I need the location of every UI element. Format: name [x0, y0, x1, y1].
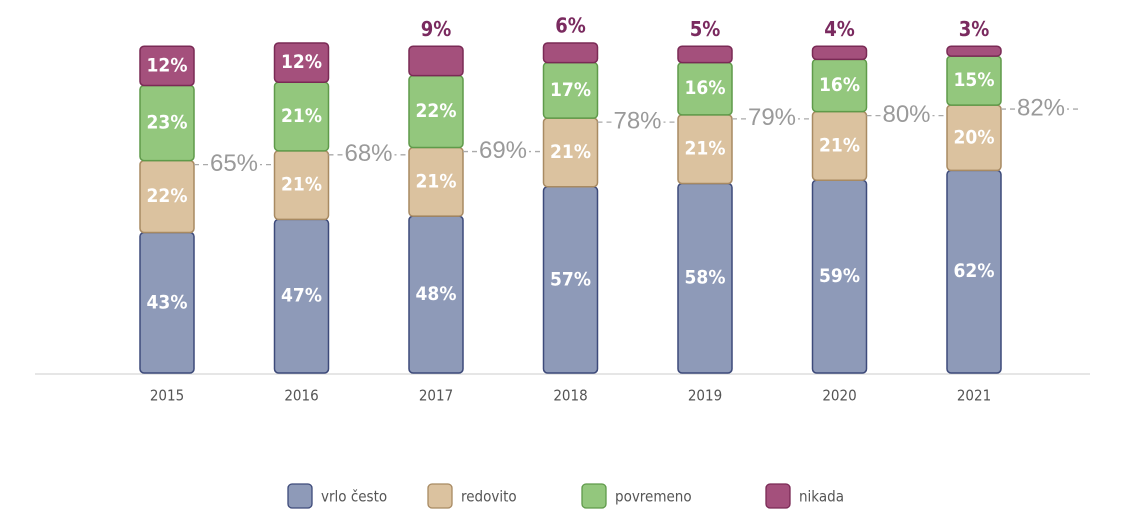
data-label: 57% [550, 268, 591, 290]
data-label: 22% [416, 100, 457, 122]
x-tick-label: 2018 [553, 387, 587, 405]
bar-segment [408, 45, 464, 77]
legend-swatch [427, 483, 453, 509]
annotation: 78% [613, 107, 661, 134]
legend-swatch [581, 483, 607, 509]
data-label: 6% [555, 14, 586, 38]
data-label: 62% [954, 260, 995, 282]
annotation: 79% [748, 104, 796, 131]
bar-segment [677, 45, 733, 64]
data-label: 5% [690, 17, 721, 41]
annotation-bg [746, 104, 798, 133]
data-label: 21% [819, 134, 860, 156]
data-label: 20% [954, 126, 995, 148]
data-label: 9% [421, 17, 452, 41]
data-label: 21% [550, 141, 591, 163]
x-tick-label: 2019 [688, 387, 722, 405]
annotation: 65% [210, 150, 258, 177]
annotation: 69% [479, 137, 527, 164]
data-label: 4% [824, 17, 855, 41]
legend-label: vrlo često [321, 488, 387, 506]
bar-segment [273, 42, 330, 83]
bar-segment [811, 45, 868, 61]
data-label: 16% [685, 77, 726, 99]
legend-label: redovito [461, 488, 517, 506]
data-label: 17% [550, 79, 591, 101]
x-tick-label: 2021 [957, 387, 991, 405]
x-tick-label: 2016 [284, 387, 318, 405]
bar-segment [946, 45, 1002, 57]
legend-label: povremeno [615, 488, 692, 506]
annotation-bg [477, 137, 529, 166]
data-label: 3% [959, 17, 990, 41]
bar-segment [139, 45, 195, 87]
annotation-bg [342, 140, 395, 169]
data-label: 47% [281, 285, 322, 307]
x-tick-label: 2020 [822, 387, 856, 405]
data-label: 21% [281, 105, 322, 127]
annotation-bg [880, 101, 933, 130]
data-label: 21% [281, 174, 322, 196]
annotation-bg [1015, 95, 1067, 124]
data-label: 58% [685, 267, 726, 289]
data-label: 21% [685, 138, 726, 160]
data-label: 12% [147, 54, 188, 76]
x-tick-label: 2017 [419, 387, 453, 405]
annotation: 68% [344, 140, 392, 167]
data-label: 12% [281, 51, 322, 73]
annotation-bg [208, 150, 260, 179]
legend-swatch [287, 483, 313, 509]
data-label: 59% [819, 265, 860, 287]
data-label: 22% [147, 185, 188, 207]
legend-label: nikada [799, 488, 844, 506]
data-label: 16% [819, 74, 860, 96]
annotation: 82% [1017, 94, 1065, 121]
x-tick-label: 2015 [150, 387, 184, 405]
legend-swatch [765, 483, 791, 509]
data-label: 48% [416, 283, 457, 305]
data-label: 15% [954, 69, 995, 91]
data-label: 21% [416, 170, 457, 192]
annotation: 80% [882, 101, 930, 128]
bar-segment [542, 42, 599, 64]
annotation-bg [611, 108, 664, 137]
data-label: 23% [147, 112, 188, 134]
data-label: 43% [147, 291, 188, 313]
